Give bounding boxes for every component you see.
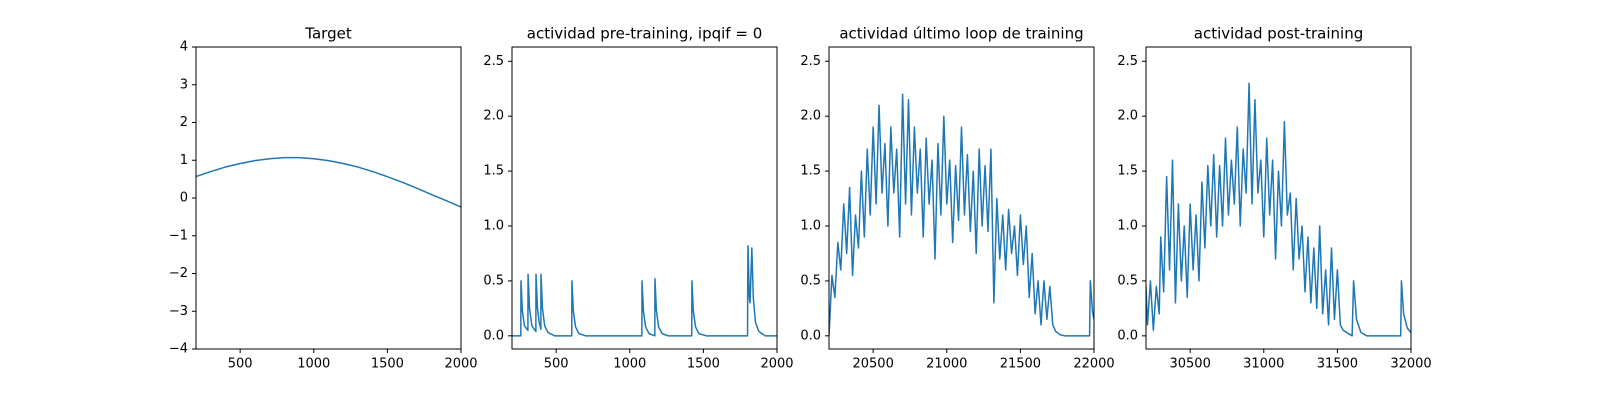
x-tick-label: 31000	[1243, 357, 1284, 372]
y-tick-label: 0.5	[800, 273, 821, 288]
x-tick-label: 32000	[1390, 357, 1431, 372]
y-tick-label: 3	[180, 77, 188, 92]
y-tick-label: 1	[180, 153, 188, 168]
y-tick-label: 1.5	[800, 164, 821, 179]
x-tick-label: 500	[228, 357, 253, 372]
x-tick-label: 2000	[444, 357, 477, 372]
y-tick-label: 2.5	[1117, 54, 1138, 69]
y-tick-label: 2	[180, 115, 188, 130]
y-tick-label: −3	[169, 304, 188, 319]
x-tick-label: 1500	[371, 357, 404, 372]
y-tick-label: 0.0	[1117, 328, 1138, 343]
y-tick-label: 0.0	[483, 328, 504, 343]
x-tick-label: 2000	[760, 357, 793, 372]
y-tick-label: 0	[180, 191, 188, 206]
x-tick-label: 30500	[1169, 357, 1210, 372]
x-tick-label: 22000	[1073, 357, 1114, 372]
chart-title: actividad último loop de training	[839, 25, 1083, 43]
data-line	[196, 156, 461, 208]
y-tick-label: 2.0	[800, 109, 821, 124]
y-tick-label: −1	[169, 228, 188, 243]
y-tick-label: 0.0	[800, 328, 821, 343]
y-tick-label: −2	[169, 266, 188, 281]
chart-title: Target	[304, 25, 352, 43]
y-tick-label: −4	[169, 342, 188, 357]
chart-title: actividad post-training	[1194, 25, 1363, 43]
data-line	[512, 245, 777, 337]
data-line	[829, 93, 1094, 337]
y-tick-label: 0.5	[1117, 273, 1138, 288]
y-tick-label: 1.5	[1117, 164, 1138, 179]
y-tick-label: 2.0	[483, 109, 504, 124]
y-tick-label: 1.0	[1117, 219, 1138, 234]
x-tick-label: 1000	[613, 357, 646, 372]
x-tick-label: 21500	[1000, 357, 1041, 372]
x-tick-label: 31500	[1317, 357, 1358, 372]
axes-frame	[1145, 46, 1412, 350]
y-tick-label: 1.0	[800, 219, 821, 234]
axes-frame	[511, 46, 778, 350]
x-tick-label: 1000	[297, 357, 330, 372]
chart-title: actividad pre-training, ipqif = 0	[527, 25, 763, 43]
data-line	[1146, 82, 1411, 337]
y-tick-label: 2.0	[1117, 109, 1138, 124]
y-tick-label: 0.5	[483, 273, 504, 288]
x-tick-label: 500	[544, 357, 569, 372]
y-tick-label: 2.5	[483, 54, 504, 69]
axes-frame	[828, 46, 1095, 350]
x-tick-label: 21000	[926, 357, 967, 372]
y-tick-label: 1.0	[483, 219, 504, 234]
x-tick-label: 1500	[687, 357, 720, 372]
y-tick-label: 2.5	[800, 54, 821, 69]
y-tick-label: 1.5	[483, 164, 504, 179]
axes-frame	[195, 46, 462, 350]
x-tick-label: 20500	[852, 357, 893, 372]
y-tick-label: 4	[180, 40, 188, 55]
